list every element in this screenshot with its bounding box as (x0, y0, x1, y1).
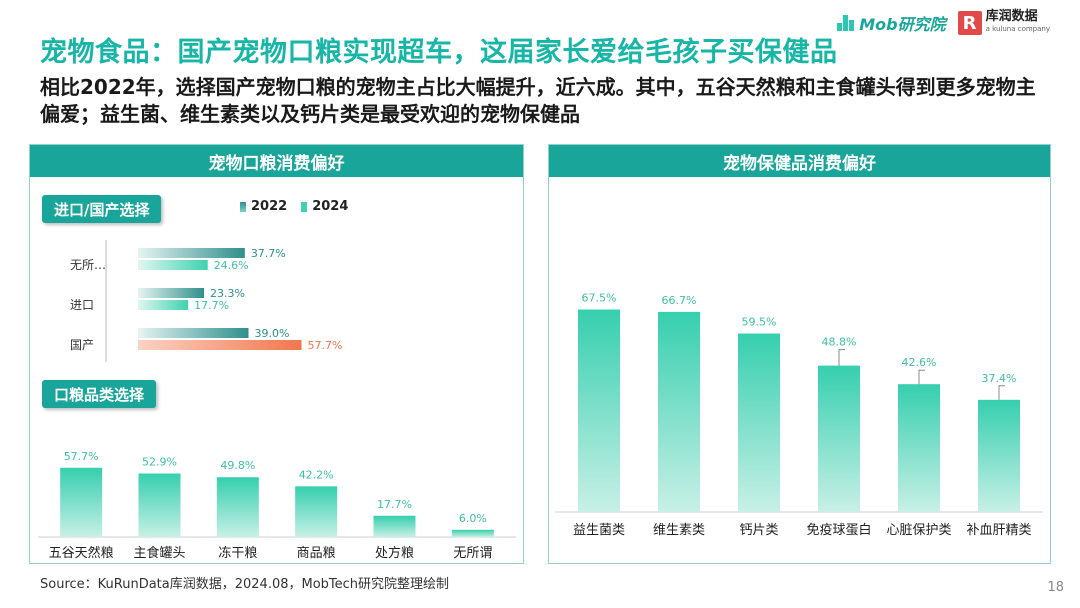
bar (373, 515, 416, 537)
kurun-logo-icon: R (957, 11, 982, 35)
data-label-2022: 39.0% (255, 327, 290, 340)
data-label: 17.7% (377, 498, 412, 511)
data-label-2024: 24.6% (214, 259, 249, 272)
category-label: 补血肝精类 (966, 523, 1031, 538)
data-label: 42.2% (299, 468, 334, 481)
food-panel-title: 宠物口粮消费偏好 (30, 145, 523, 177)
legend-label-2022: 2022 (251, 199, 288, 214)
category-label: 国产 (70, 338, 94, 352)
kurun-logo-sub: a kuluna company (985, 25, 1050, 33)
bar (295, 486, 338, 537)
bar-2024 (138, 340, 302, 350)
data-label-2024: 17.7% (194, 299, 229, 312)
legend-label-2024: 2024 (312, 199, 349, 214)
bar-2022 (138, 248, 245, 258)
bar-2022 (138, 288, 205, 298)
category-label: 处方粮 (375, 545, 414, 561)
category-label: 无所谓 (453, 546, 492, 561)
legend-swatch-2024 (301, 201, 308, 212)
category-label: 钙片类 (739, 523, 778, 538)
bar (216, 477, 259, 537)
data-label-2024: 57.7% (307, 339, 342, 352)
category-label: 无所… (70, 258, 106, 272)
category-label: 心脏保护类 (886, 523, 951, 538)
bar (138, 473, 181, 537)
data-label: 42.6% (902, 356, 937, 369)
bar (818, 365, 860, 512)
data-label-leader (998, 385, 1005, 400)
bar (738, 333, 780, 512)
food-category-chart: 57.7% 五谷天然粮 52.9% 主食罐头 49.8% 冻干粮 42.2% 商品粮 17.7%… (38, 450, 516, 561)
year-legend: 2022 2024 (240, 199, 348, 214)
mob-logo-icon (837, 15, 855, 31)
data-label: 49.8% (220, 459, 255, 472)
bar-2022 (138, 328, 249, 338)
data-label: 57.7% (64, 450, 99, 463)
data-label: 52.9% (142, 456, 177, 469)
bar (978, 399, 1020, 512)
data-label: 6.0% (459, 512, 487, 525)
import-domestic-tag: 进口/国产选择 (42, 195, 162, 223)
page-title: 宠物食品：国产宠物口粮实现超车，这届家长爱给毛孩子买保健品 (40, 37, 838, 68)
legend-item-2024: 2024 (301, 199, 348, 214)
bar (898, 384, 940, 512)
data-label: 37.4% (982, 372, 1017, 385)
import-domestic-chart: 无所… 37.7%24.6% 进口 23.3%17.7% 国产 39.0% 57.7% (70, 240, 342, 362)
category-label: 益生菌类 (573, 523, 625, 538)
bar-2024 (138, 260, 208, 270)
kurun-logo: R 库润数据 a kuluna company (957, 9, 1050, 35)
category-label: 冻干粮 (218, 545, 257, 561)
data-label: 66.7% (662, 294, 697, 307)
legend-swatch-2022 (240, 201, 246, 212)
bar-2024 (138, 300, 189, 310)
health-panel-title: 宠物保健品消费偏好 (549, 145, 1050, 177)
data-label: 48.8% (822, 336, 857, 349)
mob-logo-text: Mob研究院 (859, 15, 946, 34)
data-label-2022: 23.3% (210, 287, 245, 300)
source-note: Source：KuRunData库润数据，2024.08，MobTech研究院整… (40, 577, 450, 592)
bar (60, 467, 103, 537)
category-label: 主食罐头 (133, 545, 185, 561)
bar (451, 529, 494, 537)
category-label: 五谷天然粮 (49, 545, 114, 561)
bar (578, 309, 620, 512)
logo-group: Mob研究院 R 库润数据 a kuluna company (837, 10, 1050, 36)
mob-logo: Mob研究院 (837, 11, 946, 35)
category-label: 商品粮 (297, 546, 336, 561)
category-label: 维生素类 (653, 523, 705, 538)
legend-item-2022: 2022 (240, 199, 287, 214)
health-product-chart: 67.5% 益生菌类 66.7% 维生素类 59.5% 钙片类 48.8% 免疫球蛋白 42.6… (555, 292, 1043, 538)
page-subtitle: 相比2022年，选择国产宠物口粮的宠物主占比大幅提升，近六成。其中，五谷天然粮和… (40, 75, 1036, 126)
data-label-leader (918, 369, 925, 385)
data-label-2022: 37.7% (251, 247, 286, 260)
data-label: 59.5% (742, 316, 777, 329)
food-preference-panel: 宠物口粮消费偏好 进口/国产选择 2022 2024 无所… 37.7% 24.6%… (29, 144, 524, 564)
category-label: 免疫球蛋白 (806, 522, 871, 538)
kurun-logo-name: 库润数据 (985, 9, 1038, 24)
data-label: 67.5% (582, 292, 617, 305)
food-category-tag: 口粮品类选择 (42, 380, 157, 408)
health-product-panel: 宠物保健品消费偏好 67.5% 益生菌类 66.7% 维生素类 59.5% 钙片类 48.8… (548, 144, 1051, 564)
data-label-leader (838, 349, 845, 366)
category-label: 进口 (70, 298, 94, 312)
bar (658, 311, 700, 512)
page-number: 18 (1047, 580, 1064, 595)
